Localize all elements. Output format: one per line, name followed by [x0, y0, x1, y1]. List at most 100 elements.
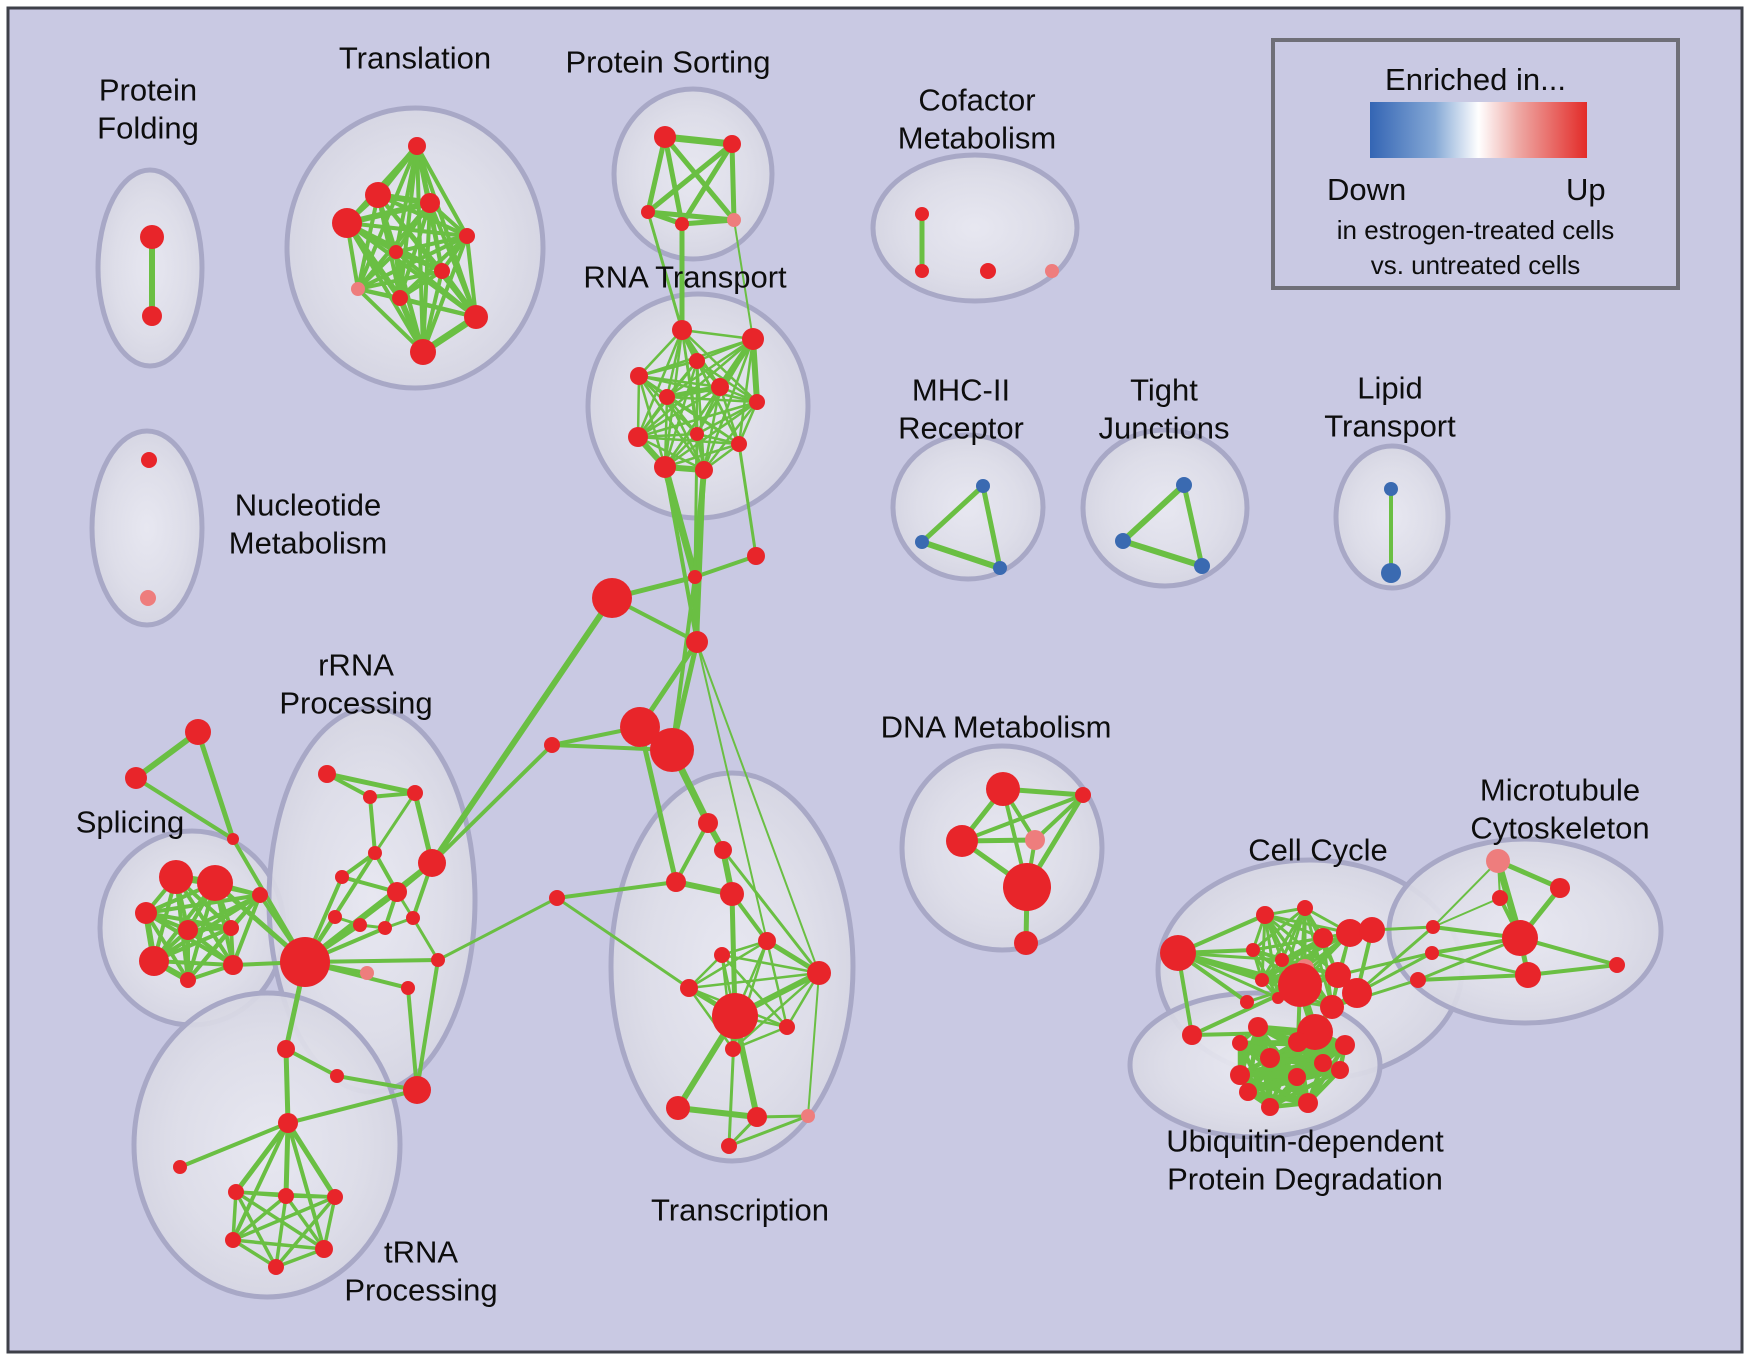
node-sp1	[197, 865, 233, 901]
edge	[693, 432, 699, 579]
edge	[687, 986, 735, 1051]
edge	[721, 848, 821, 975]
node-tr5	[389, 245, 403, 259]
edge	[737, 337, 755, 446]
node-tn4	[327, 1189, 343, 1205]
node-ps3	[675, 217, 689, 231]
edge	[637, 328, 684, 378]
node-mc2	[1410, 972, 1426, 988]
edge	[720, 953, 821, 975]
node-tr10	[410, 339, 436, 365]
cluster-ellipse-dna-metabolism	[899, 743, 1105, 953]
node-sp7	[223, 955, 243, 975]
node-ub9	[1261, 1098, 1279, 1116]
edge	[231, 1195, 337, 1242]
node-tj1	[1115, 533, 1131, 549]
edge	[356, 287, 425, 354]
node-tc3	[680, 979, 698, 997]
node-tc6	[725, 1041, 741, 1057]
node-tr3	[332, 208, 362, 238]
cluster-label-ubiquitin-degradation-line-2: Protein Degradation	[1167, 1162, 1443, 1197]
edge	[662, 134, 685, 227]
edge	[679, 141, 735, 227]
cluster-label-tight-junctions-line-1: Tight	[1130, 373, 1198, 408]
node-tr8	[392, 290, 408, 306]
cluster-label-translation: Translation	[339, 41, 491, 76]
node-rt0	[672, 320, 692, 340]
edge	[1336, 951, 1434, 977]
node-cc10	[1325, 962, 1351, 988]
edge	[680, 328, 755, 341]
edge	[702, 400, 759, 472]
edge	[285, 1120, 338, 1200]
node-tj0	[1176, 477, 1192, 493]
node-cc5	[1336, 919, 1364, 947]
node-tn2	[228, 1184, 244, 1200]
node-tr0	[408, 137, 426, 155]
edge	[284, 1047, 339, 1078]
node-tc2	[807, 961, 831, 985]
cluster-label-cofactor-metabolism-line-1: Cofactor	[918, 83, 1035, 118]
edge	[231, 1121, 290, 1242]
edge	[1267, 1067, 1343, 1110]
node-mh2	[993, 561, 1007, 575]
cluster-label-protein-sorting: Protein Sorting	[565, 45, 770, 80]
node-cc6	[1246, 943, 1260, 957]
edge	[636, 435, 706, 472]
node-cc2	[1256, 906, 1274, 924]
node-rr0	[318, 765, 336, 783]
cluster-label-trna-processing-line-2: Processing	[344, 1273, 497, 1308]
edge	[233, 1120, 291, 1195]
node-ch3	[686, 631, 708, 653]
node-cc3	[1297, 900, 1313, 916]
node-sp8	[252, 887, 268, 903]
edge	[636, 435, 741, 446]
legend-caption-line1: in estrogen-treated cells	[1336, 215, 1615, 245]
edge	[919, 483, 986, 545]
edge	[555, 896, 691, 990]
edge	[1251, 931, 1352, 952]
edge	[729, 141, 737, 223]
node-ub0	[1248, 1017, 1268, 1037]
node-rr10	[406, 911, 420, 925]
node-tr2	[420, 193, 440, 213]
edge	[687, 971, 821, 990]
edge	[231, 1190, 238, 1242]
node-lp1	[1381, 563, 1401, 583]
cluster-label-lipid-transport-line-2: Transport	[1324, 409, 1456, 444]
node-rr5	[387, 882, 407, 902]
edge	[960, 793, 1085, 843]
node-txl	[549, 890, 565, 906]
node-ps4	[727, 213, 741, 227]
edge	[231, 1238, 278, 1269]
node-sp6	[180, 972, 196, 988]
node-sp0	[159, 860, 193, 894]
cluster-label-cell-cycle: Cell Cycle	[1248, 833, 1388, 868]
cluster-ellipse-tight-junctions	[1080, 427, 1250, 589]
edge	[411, 916, 440, 962]
node-rr1	[363, 790, 377, 804]
node-rr9	[378, 921, 392, 935]
node-cf3	[1045, 264, 1059, 278]
edge	[675, 1105, 760, 1120]
node-ch0	[688, 570, 702, 584]
node-cc11	[1240, 995, 1254, 1009]
node-ch2	[747, 547, 765, 565]
edge	[231, 1238, 326, 1251]
node-mc1	[1425, 946, 1439, 960]
node-tr9	[464, 305, 488, 329]
node-mc0	[1426, 920, 1440, 934]
edge	[765, 939, 789, 1029]
node-tr7	[351, 282, 365, 296]
cluster-label-nucleotide-metabolism-line-2: Metabolism	[229, 526, 388, 561]
edge	[687, 939, 769, 990]
node-ub7	[1288, 1068, 1306, 1086]
edge	[646, 210, 684, 332]
edge	[286, 1121, 326, 1251]
node-ub5	[1314, 1054, 1332, 1072]
edge	[645, 134, 668, 215]
node-g0	[185, 719, 211, 745]
node-ch4	[620, 707, 660, 747]
edge	[274, 1194, 288, 1269]
edge	[356, 234, 469, 291]
